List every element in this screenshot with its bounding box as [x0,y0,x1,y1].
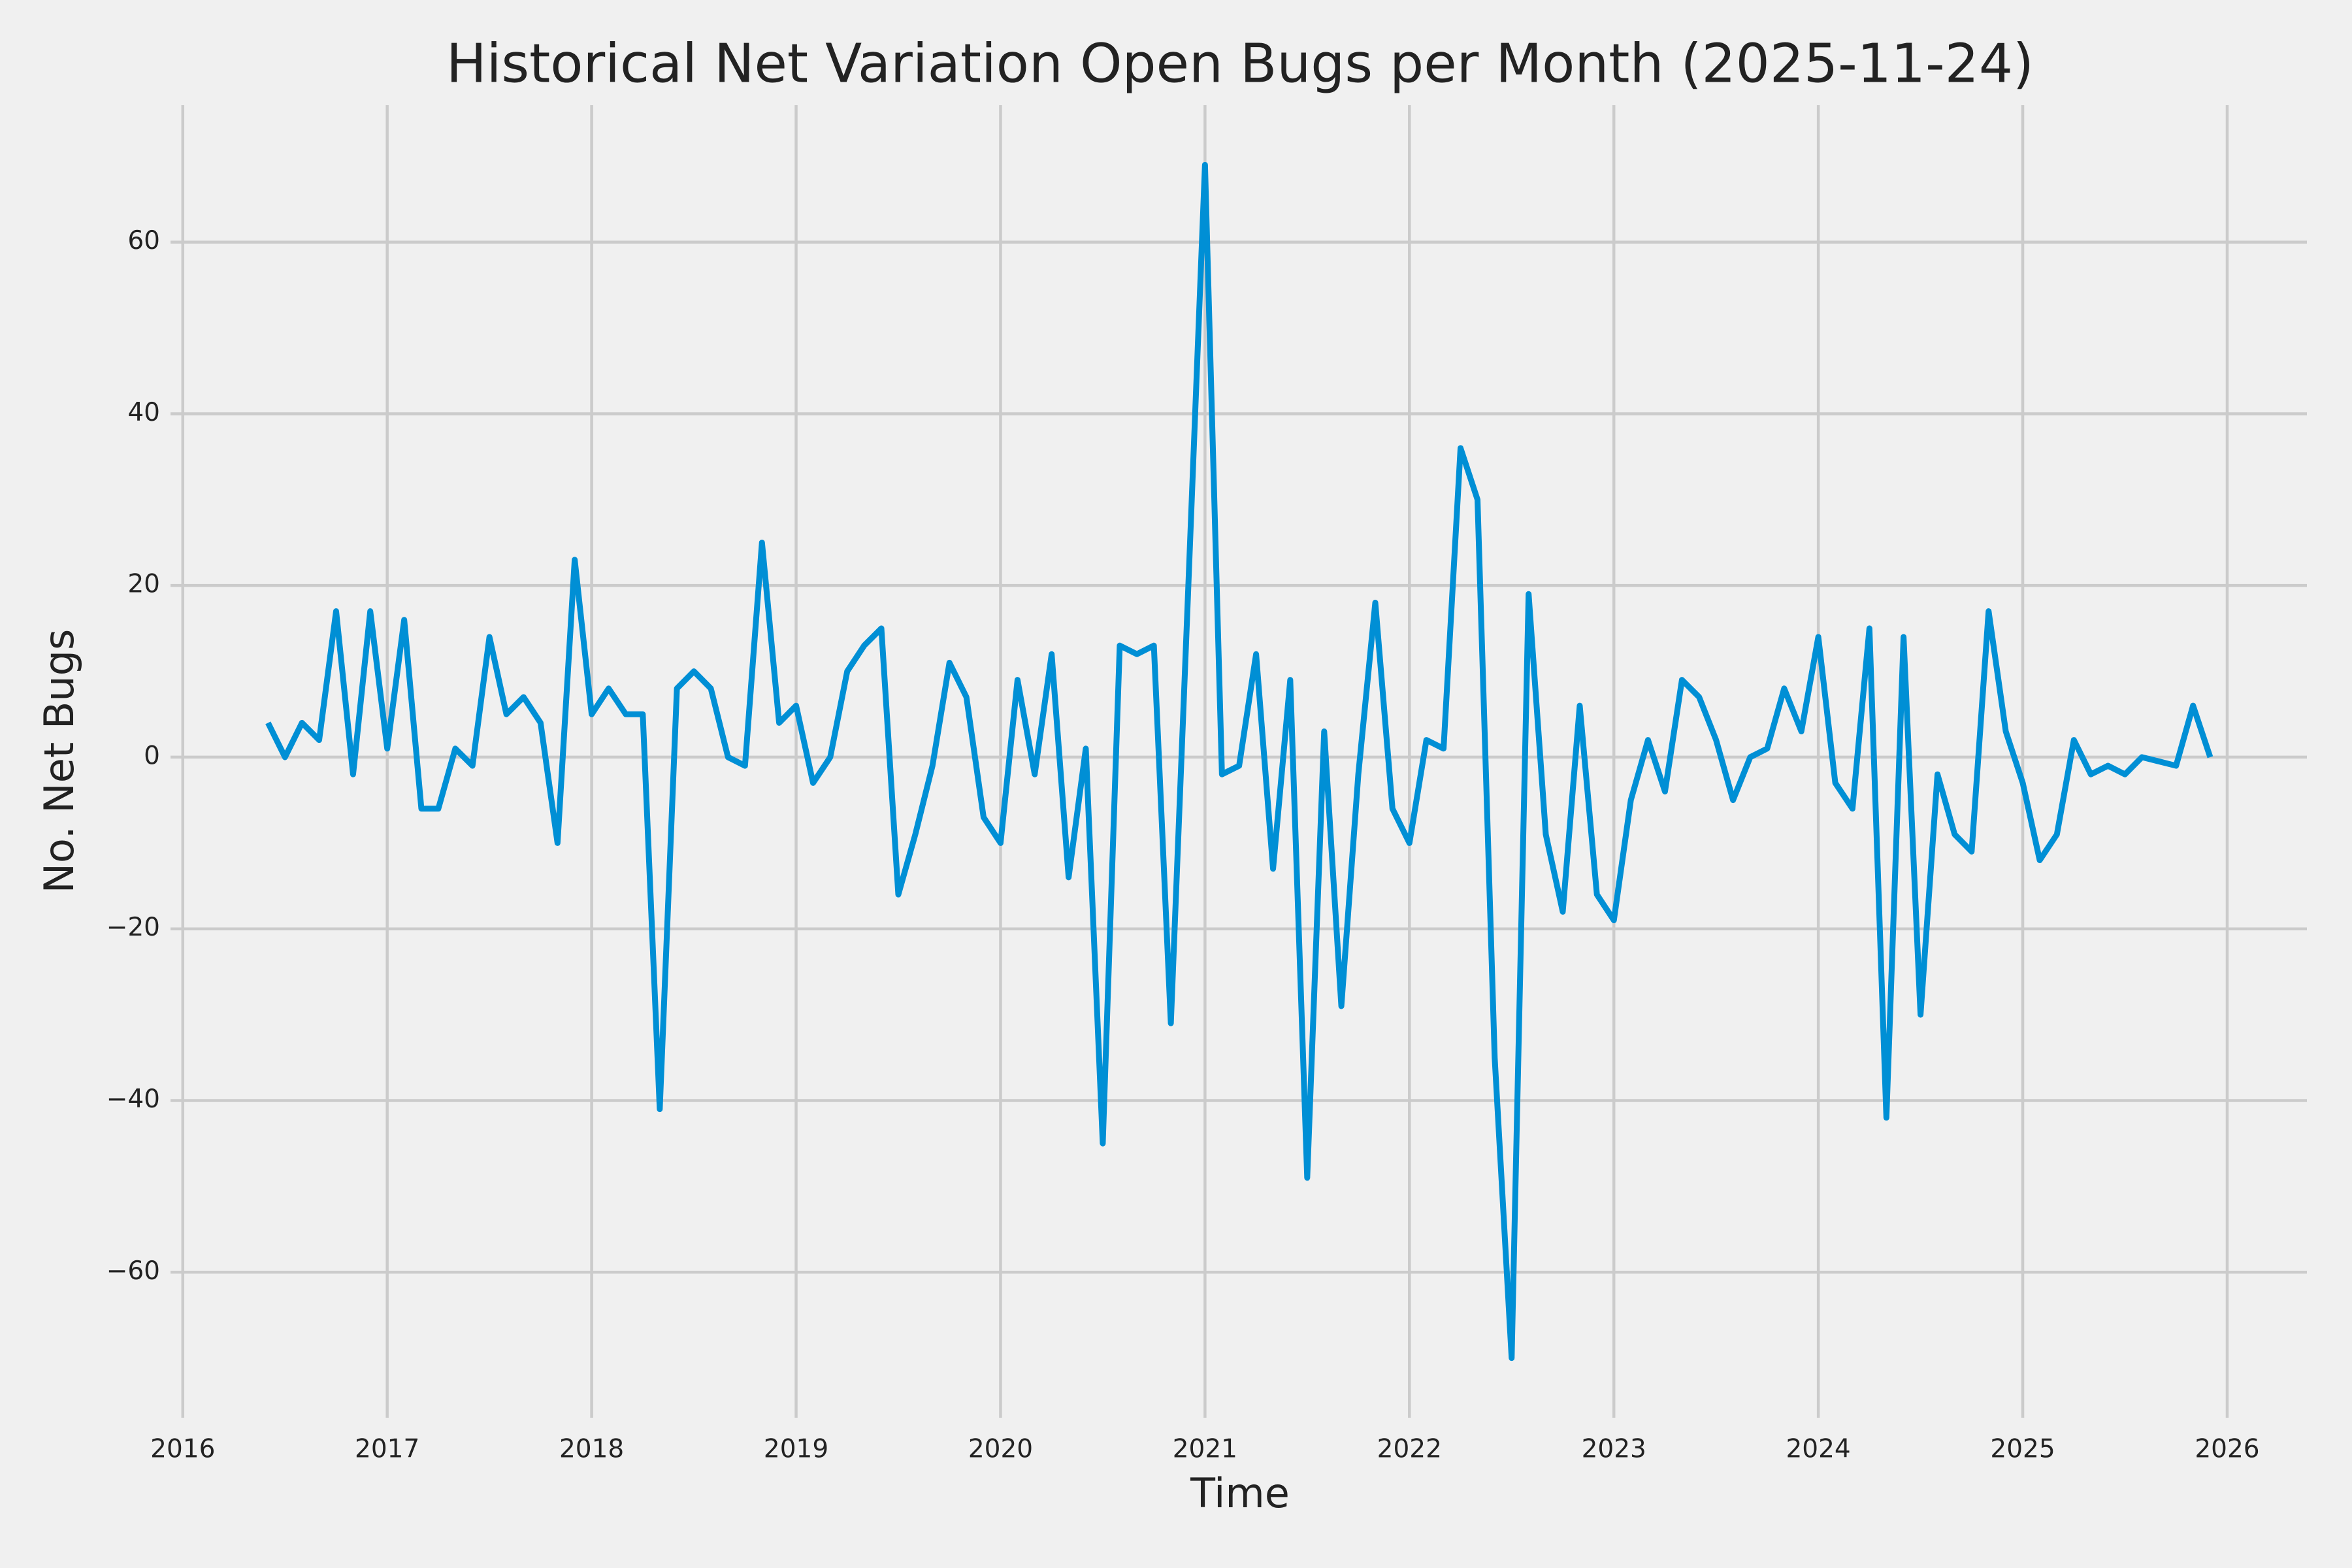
x-tick-label: 2018 [559,1435,624,1464]
data-line [265,161,2213,1362]
y-tick-label: 0 [144,741,160,770]
x-tick-label: 2024 [1786,1435,1850,1464]
x-tick-label: 2017 [355,1435,419,1464]
x-tick-label: 2025 [1990,1435,2055,1464]
x-axis-label: Time [1190,1469,1290,1517]
x-tick-label: 2026 [2195,1435,2259,1464]
y-tick-label: 40 [127,398,160,427]
y-tick-label: 60 [127,226,160,255]
y-tick-label: 20 [127,570,160,599]
x-tick-label: 2021 [1173,1435,1237,1464]
x-tick-label: 2019 [764,1435,828,1464]
x-tick-label: 2023 [1582,1435,1646,1464]
x-tick-label: 2016 [150,1435,215,1464]
x-tick-label: 2022 [1377,1435,1442,1464]
y-tick-label: −20 [106,913,160,942]
x-tick-label: 2020 [968,1435,1033,1464]
chart-title: Historical Net Variation Open Bugs per M… [446,33,2034,95]
y-axis-label: No. Net Bugs [35,629,83,894]
y-tick-label: −60 [106,1256,160,1286]
y-tick-label: −40 [106,1085,160,1114]
